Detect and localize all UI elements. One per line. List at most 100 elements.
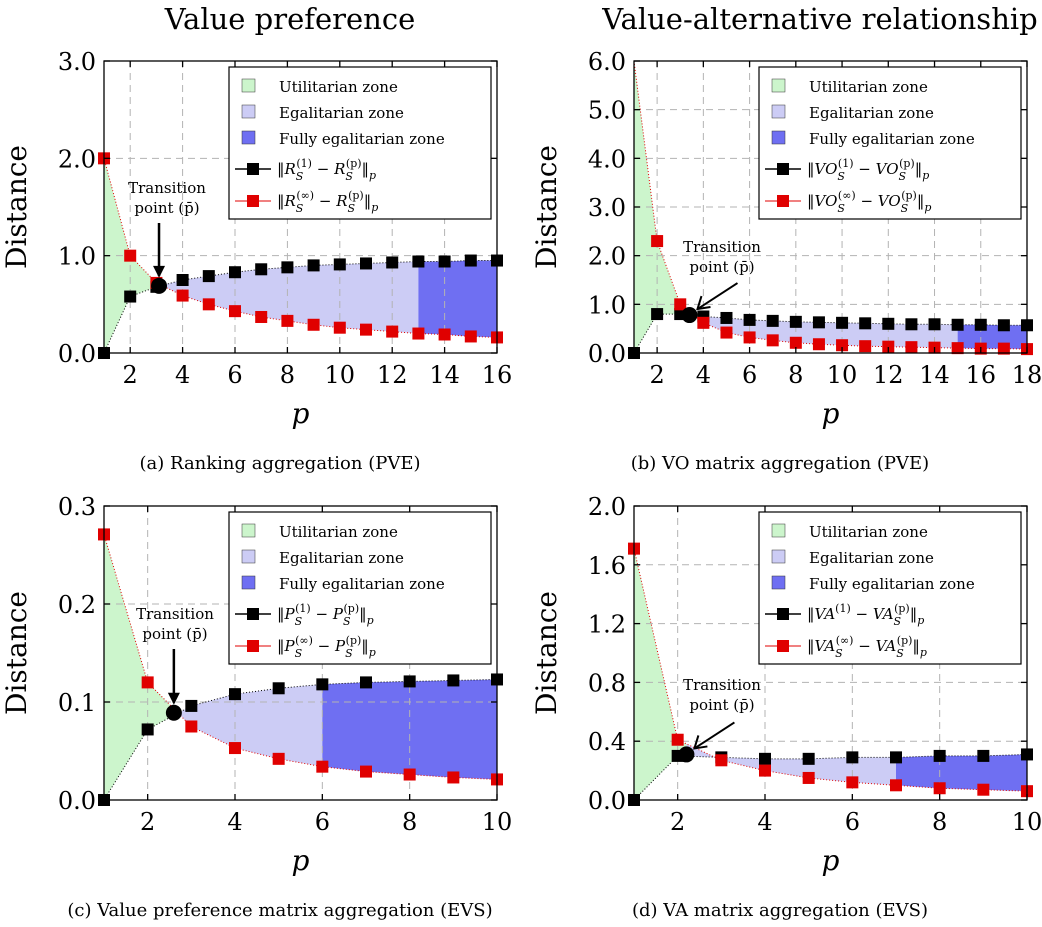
transition-arrowhead (167, 692, 180, 705)
series1-point (933, 749, 946, 762)
series2-point (859, 340, 872, 353)
fully-egalitarian-zone-area (957, 324, 1027, 350)
series2-point (229, 305, 241, 318)
caption-a: (a) Ranking aggregation (PVE) (139, 453, 421, 474)
utilitarian-zone-area (634, 61, 690, 353)
utilitarian-zone-area (104, 534, 174, 800)
legend-swatch (771, 130, 786, 145)
series2-point (360, 323, 372, 336)
legend-swatch (771, 575, 786, 590)
y-tick-label: 0.8 (588, 669, 626, 697)
series2-point (836, 339, 849, 352)
transition-label-line2: point (p̄) (689, 258, 754, 276)
plot-c: Transition point (p̄) 2 4 6 8 10 0.0 0.1 0.2 0.3 p D… (0, 493, 512, 877)
series2-point (307, 318, 320, 331)
column-title-right: Value-alternative relationship (602, 2, 1038, 36)
series1-point (202, 270, 215, 283)
series1-line (103, 678, 498, 801)
legend-swatch (771, 104, 786, 119)
series2-point (447, 771, 460, 784)
series2-point (316, 760, 329, 773)
series2-point (766, 334, 779, 347)
transition-label-line2: point (p̄) (142, 625, 207, 643)
legend-zone-label: Utilitarian zone (279, 78, 398, 96)
x-tick-label: 6 (227, 361, 242, 389)
legend-3: Utilitarian zone Egalitarian zone Fully eg… (758, 511, 1022, 665)
series1-point (977, 749, 990, 762)
fully-egalitarian-zone-area (418, 260, 497, 338)
y-tick-label: 1.2 (588, 611, 626, 639)
x-tick-label: 8 (280, 361, 295, 389)
y-tick-label: 3.0 (588, 194, 626, 222)
legend-marker (247, 640, 259, 652)
y-axis-label: Distance (0, 591, 33, 715)
series2-point (386, 325, 399, 338)
legend-swatch (771, 78, 786, 93)
series1-point (229, 266, 241, 279)
series2-point (281, 314, 294, 327)
legend-marker (247, 195, 259, 207)
transition-arrowhead (153, 265, 166, 278)
series2-point (789, 336, 802, 349)
legend-swatch (241, 575, 256, 590)
series1-point (951, 318, 964, 331)
series2-point (882, 340, 895, 353)
legend-series-label: ‖PS(∞) − PS(p)‖p (277, 634, 376, 660)
legend-swatch (771, 523, 786, 538)
transition-label-line1: Transition (683, 676, 761, 694)
caption-b: (b) VO matrix aggregation (PVE) (630, 453, 930, 474)
zones-2 (104, 534, 497, 800)
series1-point (438, 255, 451, 268)
legend-swatch (241, 549, 256, 564)
legend-swatch (241, 130, 256, 145)
legend-swatch (771, 549, 786, 564)
transition-arrow (693, 721, 735, 750)
y-tick-label: 1.6 (588, 552, 626, 580)
series1-point (307, 259, 320, 272)
legend-marker (247, 608, 259, 620)
transition-label-line2: point (p̄) (689, 696, 754, 714)
series2-point (802, 771, 815, 784)
series2-point (933, 782, 946, 795)
series1-point (905, 318, 918, 331)
legend-2: Utilitarian zone Egalitarian zone Fully eg… (228, 511, 492, 665)
x-axis-label: p (822, 844, 840, 877)
ticks-0 (104, 60, 498, 354)
series2-point (272, 752, 285, 765)
legend-box (228, 66, 492, 220)
legend-zone-label: Fully egalitarian zone (809, 130, 975, 148)
axes-frame (633, 505, 1028, 801)
series2-point (185, 720, 198, 733)
ticks-3 (634, 505, 1028, 801)
utilitarian-zone-area (634, 548, 687, 800)
series1-point (859, 317, 872, 330)
y-axis-label: Distance (530, 591, 563, 715)
legend-marker (777, 608, 789, 620)
series1-point (333, 258, 346, 271)
series2-point (176, 289, 189, 302)
legend-series-label: ‖PS(1) − PS(p)‖p (277, 602, 374, 628)
x-tick-label: 14 (429, 361, 460, 389)
transition-arrow (696, 282, 739, 310)
series2-point (333, 321, 346, 334)
series2-point (651, 235, 664, 248)
legend-series-label: ‖RS(∞) − RS(p)‖p (277, 189, 378, 215)
y-tick-label: 2.0 (588, 243, 626, 271)
legend-series-label: ‖VOS(∞) − VOS(p)‖p (807, 189, 931, 215)
series1-point (386, 256, 399, 269)
egalitarian-zone-area (686, 743, 896, 786)
ticks-2 (104, 505, 498, 801)
column-title-left: Value preference (164, 2, 416, 36)
legend-zone-label: Utilitarian zone (279, 523, 398, 541)
x-tick-label: 6 (742, 361, 757, 389)
series1-point (802, 752, 815, 765)
series1-point (229, 688, 241, 701)
x-tick-label: 2 (649, 361, 664, 389)
series2-point (412, 327, 425, 340)
series2-point (977, 783, 990, 796)
caption-c: (c) Value preference matrix aggregation … (67, 900, 493, 921)
series2-point (360, 765, 372, 778)
legend-swatch (241, 78, 256, 93)
legend-swatch (241, 104, 256, 119)
legend-marker (247, 163, 259, 175)
